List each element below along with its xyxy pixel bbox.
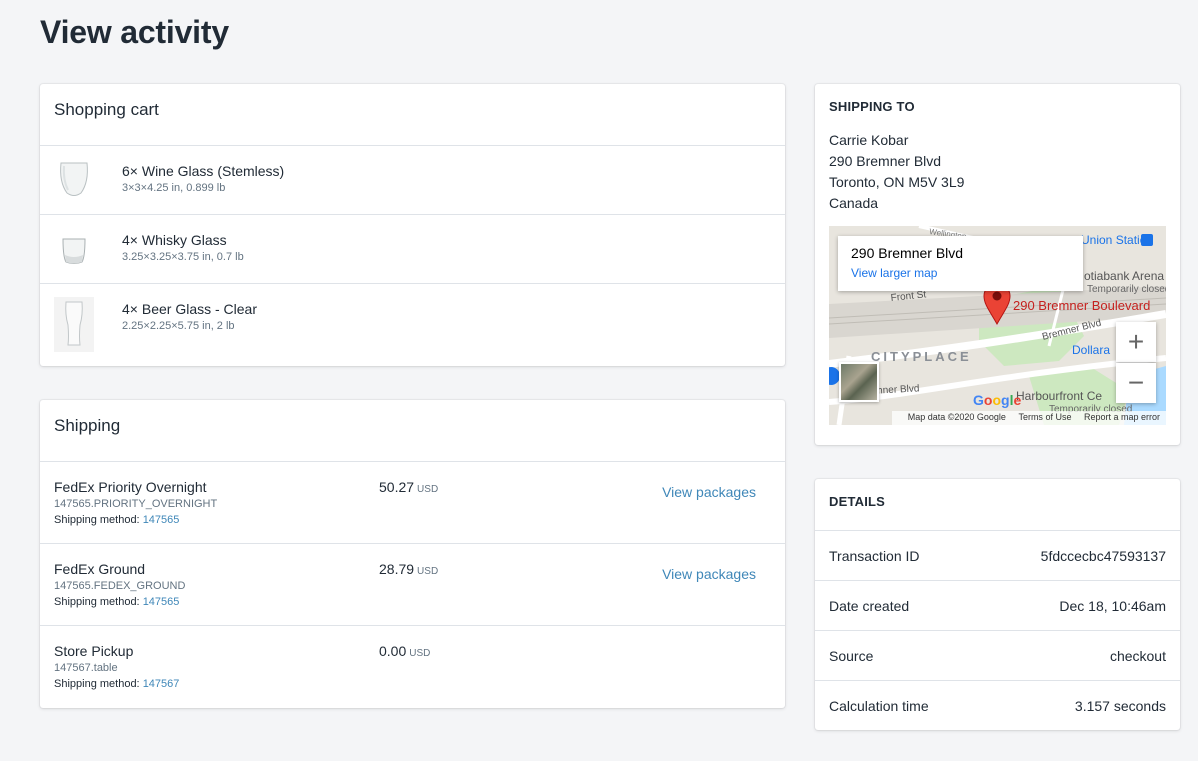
shipping-to-label: SHIPPING TO <box>829 99 915 114</box>
map-label-station: Union Station <box>1081 233 1153 247</box>
shipping-rate-price: 50.27 USD <box>379 479 438 495</box>
price-currency: USD <box>417 484 439 495</box>
whisky-glass-icon <box>54 229 94 269</box>
details-label: DETAILS <box>829 494 886 509</box>
price-amount: 0.00 <box>379 643 407 659</box>
view-larger-map-link[interactable]: View larger map <box>851 266 938 280</box>
map-label-harbourfront: Harbourfront Ce <box>1016 389 1102 403</box>
price-currency: USD <box>417 566 439 577</box>
detail-value: Dec 18, 10:46am <box>1059 598 1166 614</box>
detail-row-date-created: Date created Dec 18, 10:46am <box>815 581 1180 631</box>
map-report-error-link[interactable]: Report a map error <box>1083 412 1160 422</box>
shipping-rate-row: FedEx Ground 147565.FEDEX_GROUND Shippin… <box>40 544 785 626</box>
details-header: DETAILS <box>815 479 1180 531</box>
cart-item-dimensions: 3×3×4.25 in, 0.899 lb <box>122 182 226 194</box>
map-marker-label: 290 Bremner Boulevard <box>1013 298 1150 313</box>
detail-key: Calculation time <box>829 698 929 714</box>
shipping-rate-code: 147567.table <box>54 662 118 674</box>
shipping-rate-row: Store Pickup 147567.table Shipping metho… <box>40 626 785 708</box>
view-packages-link[interactable]: View packages <box>662 484 756 500</box>
details-card: DETAILS Transaction ID 5fdccecbc47593137… <box>815 479 1180 730</box>
map-label-dollarama: Dollara <box>1072 343 1110 357</box>
address-map[interactable]: Front St Bremner Blvd emner Blvd Welling… <box>829 226 1166 425</box>
shipping-header: Shipping <box>40 400 785 462</box>
map-popup-title: 290 Bremner Blvd <box>851 245 964 261</box>
detail-key: Transaction ID <box>829 548 920 564</box>
address-country: Canada <box>829 195 879 211</box>
shipping-method-label: Shipping method: <box>54 514 140 526</box>
shipping-rate-row: FedEx Priority Overnight 147565.PRIORITY… <box>40 462 785 544</box>
detail-key: Source <box>829 648 874 664</box>
shipping-method-label: Shipping method: <box>54 596 140 608</box>
detail-row-calculation-time: Calculation time 3.157 seconds <box>815 681 1180 731</box>
shipping-method: Shipping method: 147567 <box>54 678 179 690</box>
price-amount: 28.79 <box>379 561 415 577</box>
map-info-window: 290 Bremner Blvd View larger map <box>838 236 1083 291</box>
shipping-to-card: SHIPPING TO Carrie Kobar 290 Bremner Blv… <box>815 84 1180 445</box>
zoom-out-button[interactable]: − <box>1116 363 1156 403</box>
shipping-card: Shipping FedEx Priority Overnight 147565… <box>40 400 785 708</box>
beer-glass-icon <box>54 297 94 352</box>
cart-item-dimensions: 3.25×3.25×3.75 in, 0.7 lb <box>122 251 244 263</box>
shipping-method-label: Shipping method: <box>54 678 140 690</box>
price-amount: 50.27 <box>379 479 415 495</box>
detail-key: Date created <box>829 598 910 614</box>
shipping-method-link[interactable]: 147565 <box>142 596 180 608</box>
detail-value: 5fdccecbc47593137 <box>1040 548 1166 564</box>
address-city: Toronto, ON M5V 3L9 <box>829 174 965 190</box>
cart-item-title: 4× Whisky Glass <box>122 232 227 248</box>
map-label-arena: otiabank Arena <box>1084 269 1164 283</box>
shipping-method-link[interactable]: 147567 <box>142 678 180 690</box>
google-logo: Google <box>973 392 1022 408</box>
location-pin-icon <box>829 367 840 385</box>
map-attribution: Map data ©2020 Google Terms of Use Repor… <box>891 411 1166 425</box>
street-view-thumbnail[interactable] <box>839 362 879 402</box>
shipping-rate-name: FedEx Priority Overnight <box>54 479 207 495</box>
map-label-harbourfront-note: Temporarily closed <box>1049 404 1132 415</box>
shopping-cart-header: Shopping cart <box>40 84 785 146</box>
shipping-rate-price: 28.79 USD <box>379 561 438 577</box>
shipping-title: Shipping <box>54 416 121 435</box>
price-currency: USD <box>409 648 431 659</box>
shipping-method: Shipping method: 147565 <box>54 514 179 526</box>
transit-icon <box>1141 234 1153 246</box>
page-title: View activity <box>40 14 229 50</box>
shipping-method-link[interactable]: 147565 <box>142 514 180 526</box>
detail-row-transaction-id: Transaction ID 5fdccecbc47593137 <box>815 531 1180 581</box>
cart-item: 4× Whisky Glass 3.25×3.25×3.75 in, 0.7 l… <box>40 215 785 284</box>
detail-value: 3.157 seconds <box>1074 698 1166 714</box>
wine-glass-icon <box>54 160 94 200</box>
shipping-rate-name: Store Pickup <box>54 643 134 659</box>
cart-item: 4× Beer Glass - Clear 2.25×2.25×5.75 in,… <box>40 284 785 353</box>
detail-value: checkout <box>1109 648 1166 664</box>
shipping-method: Shipping method: 147565 <box>54 596 179 608</box>
cart-item-dimensions: 2.25×2.25×5.75 in, 2 lb <box>122 320 235 332</box>
recipient-name: Carrie Kobar <box>829 132 909 148</box>
map-label-cityplace: CITYPLACE <box>871 349 972 364</box>
shopping-cart-card: Shopping cart 6× Wine Glass (Stemless) 3… <box>40 84 785 366</box>
map-data-credit: Map data ©2020 Google <box>907 412 1006 422</box>
map-label-front-st: Front St <box>890 289 927 304</box>
shipping-address: Carrie Kobar 290 Bremner Blvd Toronto, O… <box>829 130 964 214</box>
shopping-cart-title: Shopping cart <box>54 100 159 119</box>
view-packages-link[interactable]: View packages <box>662 566 756 582</box>
map-terms-link[interactable]: Terms of Use <box>1018 412 1072 422</box>
zoom-in-button[interactable]: + <box>1116 322 1156 362</box>
detail-row-source: Source checkout <box>815 631 1180 681</box>
cart-item-title: 6× Wine Glass (Stemless) <box>122 163 285 179</box>
map-label-arena-note: Temporarily closed <box>1087 284 1166 295</box>
shipping-rate-name: FedEx Ground <box>54 561 146 577</box>
shipping-rate-code: 147565.FEDEX_GROUND <box>54 580 186 592</box>
map-label-bremner-blvd-west: emner Blvd <box>869 383 920 397</box>
address-street: 290 Bremner Blvd <box>829 153 942 169</box>
cart-item: 6× Wine Glass (Stemless) 3×3×4.25 in, 0.… <box>40 146 785 215</box>
shipping-rate-code: 147565.PRIORITY_OVERNIGHT <box>54 498 218 510</box>
shipping-rate-price: 0.00 USD <box>379 643 430 659</box>
cart-item-title: 4× Beer Glass - Clear <box>122 301 257 317</box>
